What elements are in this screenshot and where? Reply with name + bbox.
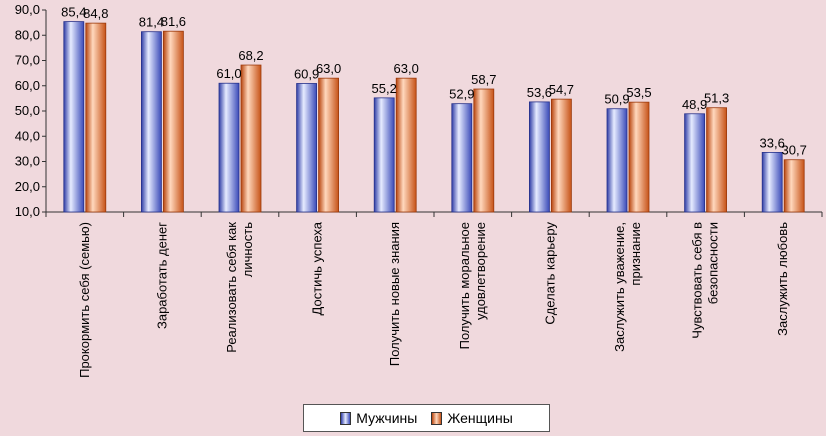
data-label-women: 68,2 (238, 48, 263, 63)
category-label-line: признание (628, 222, 643, 286)
y-tick-label: 70,0 (15, 53, 40, 68)
bar-women (473, 88, 495, 213)
category-label: Получить моральное удовлетворение (457, 222, 488, 349)
bar-women (395, 77, 417, 213)
data-label-men: 55,2 (372, 81, 397, 96)
bar-women (628, 101, 650, 213)
y-tick-label: 30,0 (15, 154, 40, 169)
category-label-line: личность (240, 222, 255, 277)
data-label-women: 63,0 (316, 61, 341, 76)
bar-men (296, 83, 318, 213)
category-label: Реализовать себя как личность (224, 222, 255, 353)
data-label-women: 84,8 (83, 6, 108, 21)
legend: Мужчины Женщины (303, 404, 550, 432)
bar-men (140, 31, 162, 213)
data-label-men: 52,9 (449, 87, 474, 102)
data-label-men: 50,9 (604, 92, 629, 107)
category-label-line: Прокормить себя (семью) (77, 222, 92, 378)
bar-women (162, 30, 184, 213)
data-label-women: 53,5 (626, 85, 651, 100)
category-labels: Прокормить себя (семью) Заработать денег Р… (77, 221, 790, 378)
category-label: Получить новые знания (387, 222, 402, 366)
category-label-line: Получить моральное (457, 222, 472, 349)
bars (63, 21, 805, 213)
bar-men (63, 21, 85, 213)
bar-women (240, 64, 262, 213)
y-tick-label: 90,0 (15, 2, 40, 17)
data-label-men: 53,6 (527, 85, 552, 100)
legend-label-women: Женщины (447, 410, 513, 426)
bar-women (85, 22, 107, 213)
bar-men (373, 97, 395, 213)
y-tick-label: 10,0 (15, 204, 40, 219)
data-label-men: 60,9 (294, 66, 319, 81)
data-label-men: 33,6 (760, 135, 785, 150)
category-label-line: Достичь успеха (310, 221, 325, 315)
data-label-women: 58,7 (471, 72, 496, 87)
data-label-women: 54,7 (549, 82, 574, 97)
bar-men (606, 108, 628, 213)
category-label-line: Сделать карьеру (542, 222, 557, 325)
legend-label-men: Мужчины (356, 410, 418, 426)
category-label: Чувствовать себя в безопасности (690, 222, 721, 339)
data-label-men: 81,4 (139, 15, 164, 30)
bar-women (783, 159, 805, 213)
category-label: Заслужить уважение, признание (612, 222, 643, 352)
category-label-line: удовлетворение (473, 222, 488, 320)
data-label-men: 61,0 (216, 66, 241, 81)
data-label-men: 48,9 (682, 97, 707, 112)
bar-men (451, 103, 473, 213)
bar-women (706, 107, 727, 213)
category-label: Заслужить любовь (775, 222, 790, 336)
legend-swatch-women (431, 411, 443, 425)
bar-women (551, 98, 572, 213)
legend-item-men: Мужчины (340, 410, 417, 426)
y-tick-label: 20,0 (15, 179, 40, 194)
y-tick-label: 80,0 (15, 27, 40, 42)
data-label-men: 85,4 (61, 5, 86, 20)
bar-men (761, 152, 783, 213)
y-tick-label: 60,0 (15, 78, 40, 93)
category-label: Сделать карьеру (542, 222, 557, 325)
legend-swatch-men (340, 411, 352, 425)
data-label-women: 30,7 (782, 143, 807, 158)
category-label-line: Получить новые знания (387, 222, 402, 366)
bar-men (218, 82, 240, 213)
category-label-line: Заработать денег (154, 222, 169, 329)
data-label-women: 63,0 (394, 61, 419, 76)
category-label-line: безопасности (706, 222, 721, 304)
data-label-women: 51,3 (704, 91, 729, 106)
bar-men (684, 113, 705, 213)
y-tick-label: 40,0 (15, 128, 40, 143)
category-label-line: Заслужить уважение, (612, 222, 627, 352)
legend-item-women: Женщины (431, 410, 513, 426)
bar-men (529, 101, 550, 213)
category-label-line: Реализовать себя как (224, 222, 239, 353)
data-labels: 85,4 81,4 61,0 60,9 55,2 52,9 53,6 50,9 48,9 33,6… (61, 5, 807, 158)
y-tick-label: 50,0 (15, 103, 40, 118)
category-label-line: Заслужить любовь (775, 222, 790, 336)
category-label: Заработать денег (154, 222, 169, 329)
category-label: Достичь успеха (310, 221, 325, 315)
category-label-line: Чувствовать себя в (690, 222, 705, 339)
category-label: Прокормить себя (семью) (77, 222, 92, 378)
bar-women (318, 77, 340, 213)
data-label-women: 81,6 (161, 14, 186, 29)
